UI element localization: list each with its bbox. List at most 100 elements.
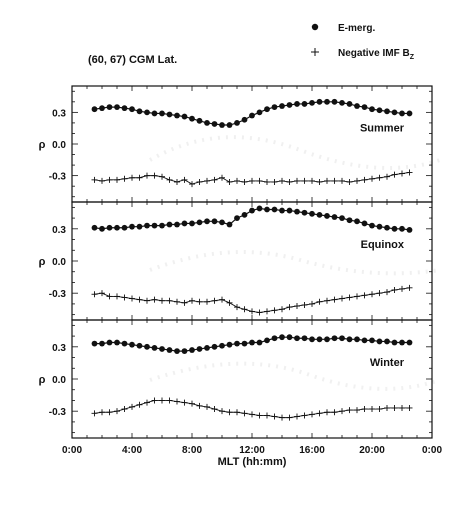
data-point <box>361 406 368 413</box>
data-point <box>369 291 375 298</box>
x-tick-label: 4:00 <box>122 445 142 456</box>
data-point <box>391 286 398 293</box>
data-point <box>406 226 413 233</box>
data-point <box>121 340 128 347</box>
data-point <box>106 293 113 300</box>
data-point <box>106 224 113 231</box>
data-point <box>121 105 128 112</box>
data-point <box>354 218 360 225</box>
data-point <box>264 308 270 315</box>
legend-label-imf: Negative IMF BZ <box>338 48 415 61</box>
data-point <box>204 298 210 305</box>
data-point <box>129 174 135 181</box>
data-point <box>376 174 383 181</box>
x-axis-title: MLT (hh:mm) <box>218 456 287 468</box>
x-tick-label: 0:00 <box>62 445 82 456</box>
data-point <box>331 98 338 105</box>
data-point <box>159 297 165 304</box>
data-point <box>406 404 413 411</box>
data-point <box>234 120 240 126</box>
data-point <box>331 409 338 416</box>
data-point <box>339 99 345 106</box>
data-point <box>241 306 248 313</box>
data-point <box>211 406 218 413</box>
y-tick-label: 0.3 <box>52 225 66 236</box>
data-point <box>196 402 203 409</box>
data-point <box>99 177 105 184</box>
data-point <box>114 408 120 415</box>
data-point <box>301 209 308 216</box>
y-tick-label: 0.0 <box>52 140 66 151</box>
data-point <box>264 106 270 113</box>
panel-frame <box>71 201 433 321</box>
data-point <box>369 222 375 229</box>
data-point <box>121 294 128 301</box>
data-point <box>189 181 195 188</box>
data-point <box>226 221 233 228</box>
data-point <box>181 113 188 120</box>
data-point <box>286 334 293 341</box>
data-point <box>121 175 128 182</box>
data-point <box>249 207 255 214</box>
data-point <box>346 101 353 107</box>
data-point <box>114 339 120 346</box>
data-point <box>219 296 225 303</box>
data-point <box>256 309 263 316</box>
data-point <box>346 336 353 343</box>
data-point <box>271 206 278 213</box>
data-point <box>189 400 195 407</box>
data-point <box>406 339 413 346</box>
data-point <box>361 337 368 344</box>
data-point <box>151 397 158 404</box>
data-point <box>324 297 330 304</box>
data-point <box>121 406 128 413</box>
y-tick-label: -0.3 <box>49 289 67 300</box>
data-point <box>399 110 405 117</box>
data-point <box>166 397 173 404</box>
data-point <box>99 105 105 112</box>
data-point <box>159 173 165 180</box>
data-point <box>384 173 390 180</box>
data-point <box>226 178 233 185</box>
x-tick-label: 8:00 <box>182 445 202 456</box>
data-point <box>181 348 188 355</box>
data-point <box>384 404 390 411</box>
data-point <box>159 222 165 229</box>
panel-frame <box>71 319 433 439</box>
data-point <box>324 213 330 219</box>
data-point <box>151 344 158 351</box>
data-point <box>391 225 398 232</box>
data-point <box>399 339 405 346</box>
data-point <box>301 301 308 308</box>
panel-label-equinox: Equinox <box>361 239 405 251</box>
data-point <box>181 399 188 406</box>
data-point <box>376 290 383 297</box>
data-point <box>166 176 173 183</box>
data-point <box>354 336 360 343</box>
data-point <box>99 340 105 347</box>
data-point <box>181 176 188 183</box>
data-point <box>174 298 180 305</box>
panel-label-winter: Winter <box>370 357 405 369</box>
data-point <box>219 174 225 181</box>
data-point <box>91 340 98 347</box>
data-point <box>309 336 315 343</box>
data-point <box>196 298 203 305</box>
data-point <box>324 98 330 105</box>
data-point <box>346 178 353 185</box>
data-point <box>391 171 398 178</box>
data-point <box>384 224 390 231</box>
data-point <box>279 414 285 421</box>
data-point <box>376 406 383 413</box>
legend-dot-marker <box>311 23 319 31</box>
data-point <box>279 103 285 109</box>
data-point <box>204 218 210 225</box>
data-point <box>271 307 278 314</box>
data-point <box>331 296 338 303</box>
data-point <box>294 335 300 342</box>
data-point <box>346 217 353 224</box>
series-imf <box>91 397 413 421</box>
data-point <box>129 223 135 230</box>
data-point <box>354 177 360 184</box>
panel-summer: 0.3 0.0 -0.3 ρ Summer <box>39 85 433 203</box>
